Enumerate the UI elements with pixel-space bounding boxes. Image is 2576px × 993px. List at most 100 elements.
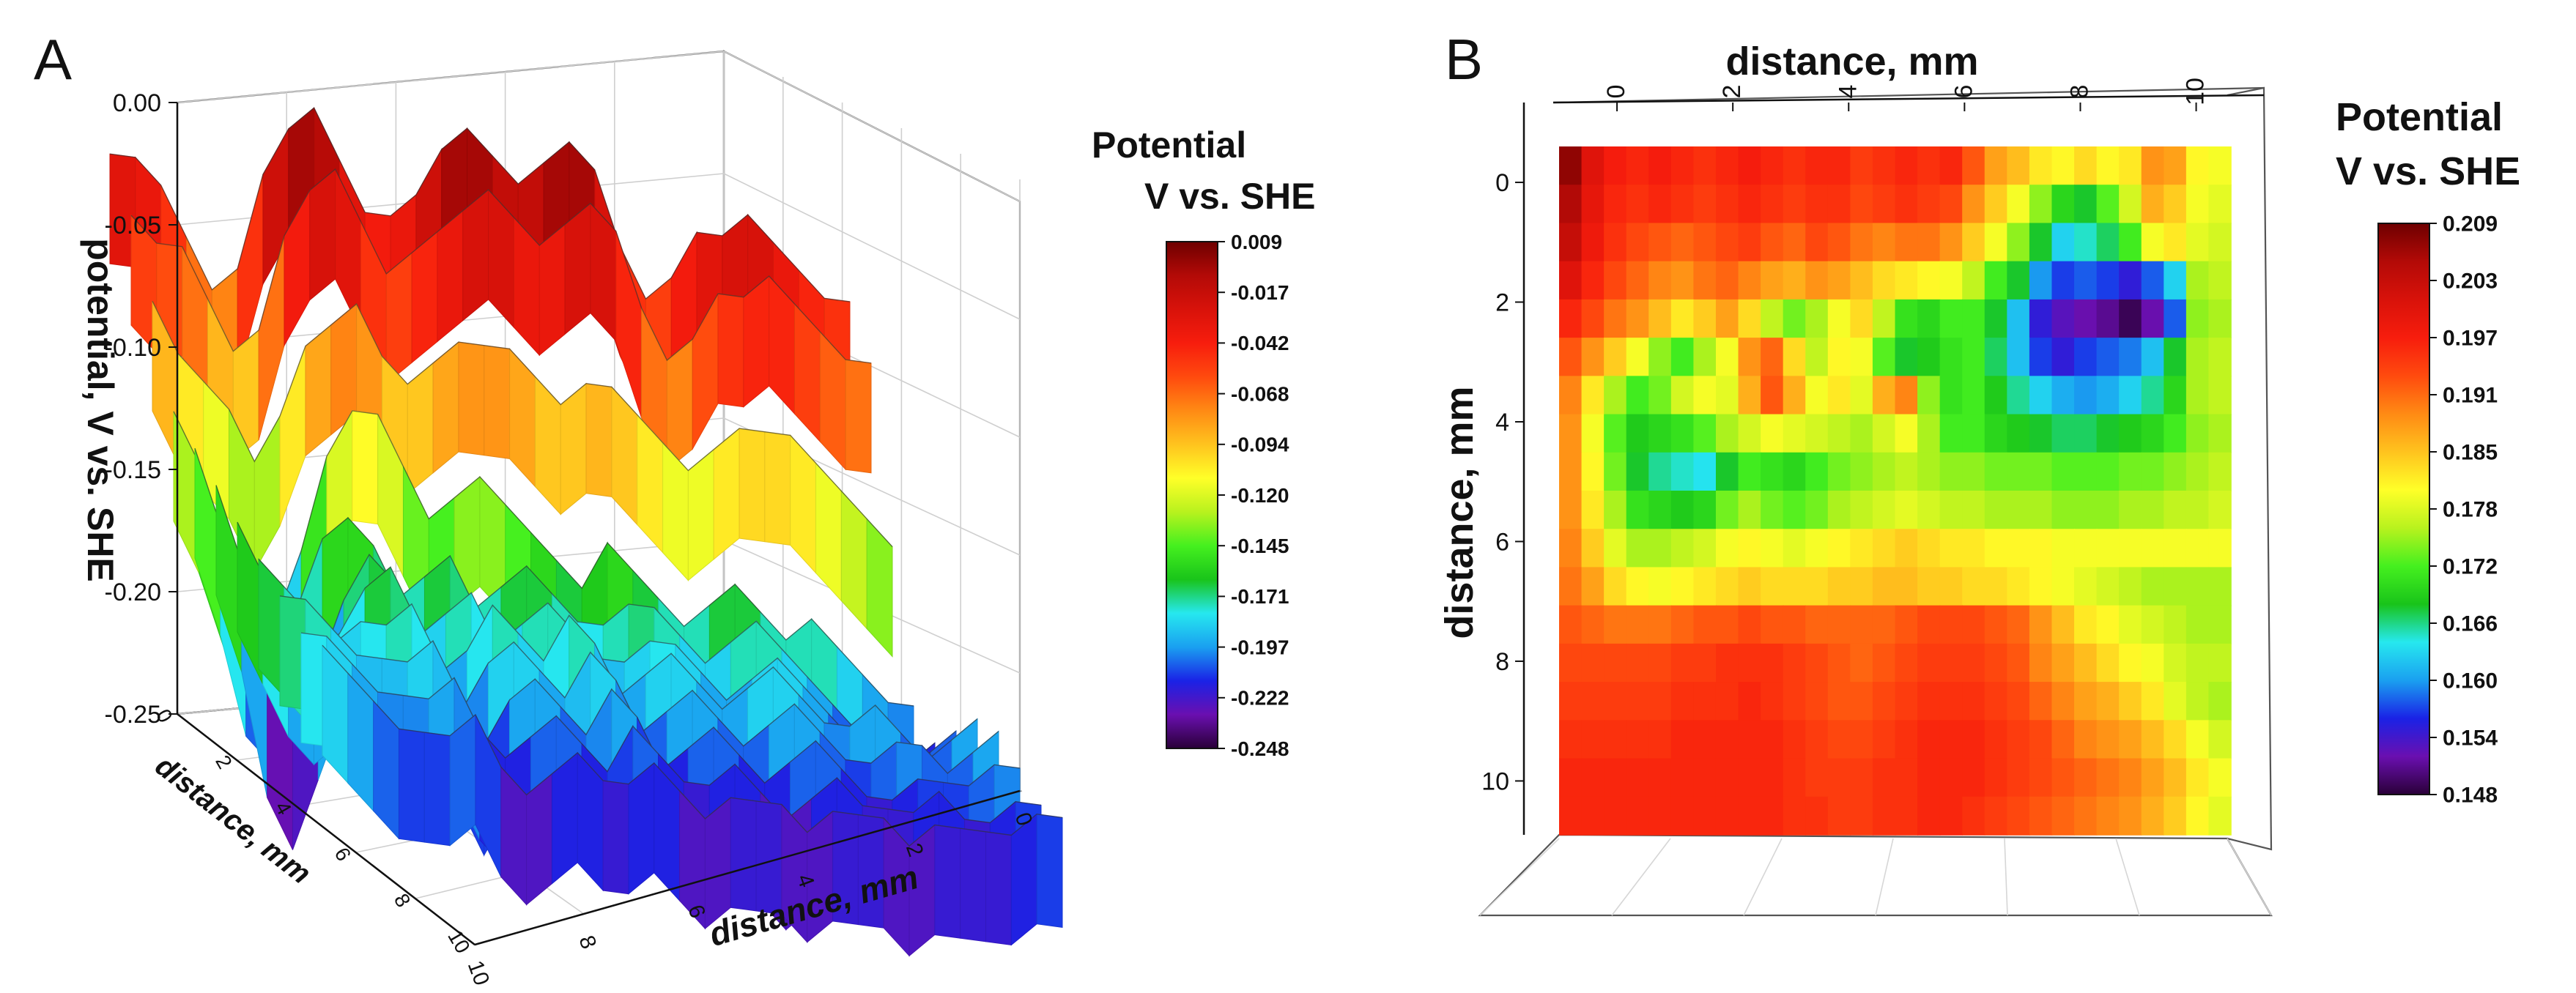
panel-b-heatmap-cell <box>1917 261 1941 300</box>
panel-b-heatmap-cell <box>1917 299 1941 338</box>
panel-b-heatmap-cell <box>1693 758 1717 797</box>
panel-b-heatmap-cell <box>1761 299 1784 338</box>
colorbar-tick-label: 0.009 <box>1231 231 1282 253</box>
panel-b-heatmap-cell <box>2208 185 2232 224</box>
panel-b-heatmap-cell <box>1895 491 1918 530</box>
panel-b-heatmap-cell <box>1939 146 1963 186</box>
panel-b-y-tick-label: 0 <box>1495 169 1509 197</box>
panel-b-heatmap-cell <box>1917 491 1941 530</box>
panel-b-heatmap-cell <box>1738 529 1761 568</box>
panel-b-heatmap-cell <box>1895 758 1918 797</box>
panel-b-heatmap-cell <box>2074 643 2098 683</box>
panel-b-heatmap-cell <box>1850 223 1873 262</box>
panel-b-heatmap-cell <box>1715 758 1739 797</box>
panel-a-surface-patch <box>611 386 638 526</box>
panel-b-heatmap-cell <box>1626 720 1650 759</box>
panel-b-heatmap-cell <box>2164 452 2187 491</box>
panel-a-surface-patch <box>934 824 961 939</box>
panel-b-heatmap-cell <box>1604 452 1627 491</box>
panel-b-heatmap-cell <box>1962 682 1985 721</box>
panel-b-heatmap-cell <box>1872 185 1896 224</box>
panel-b-heatmap-cell <box>1962 567 1985 606</box>
panel-b-heatmap-cell <box>1738 261 1761 300</box>
panel-b-heatmap-cell <box>2185 529 2210 568</box>
panel-b-heatmap-cell <box>2007 452 2030 491</box>
panel-b-heatmap-cell <box>2119 720 2142 759</box>
panel-b-heatmap-cell <box>1962 529 1985 568</box>
panel-b-heatmap-cell <box>1783 720 1807 759</box>
panel-b-heatmap-cell <box>1626 414 1650 453</box>
panel-b-heatmap-cell <box>1626 261 1650 300</box>
panel-b-heatmap-cell <box>2119 261 2142 300</box>
panel-b-heatmap-cell <box>1604 185 1627 224</box>
panel-b-y-tick-label: 4 <box>1495 409 1509 436</box>
panel-a-z-tick-label: -0.20 <box>105 579 162 606</box>
panel-b-heatmap-cell <box>1715 338 1739 377</box>
panel-b-heatmap-cell <box>1783 261 1807 300</box>
panel-b-heatmap-cell <box>1850 682 1873 721</box>
panel-b-heatmap-cell <box>1939 567 1963 606</box>
panel-b-heatmap-cell <box>2119 682 2142 721</box>
panel-b-heatmap-cell <box>1895 796 1918 836</box>
panel-b-heatmap-cell <box>1939 643 1963 683</box>
panel-b-heatmap-cell <box>1604 605 1627 644</box>
panel-b-heatmap-cell <box>1604 223 1627 262</box>
panel-b-heatmap-cell <box>2119 796 2142 836</box>
panel-b-heatmap-cell <box>1648 223 1672 262</box>
panel-b-heatmap-cell <box>1648 185 1672 224</box>
colorbar-tick-label: 0.166 <box>2443 612 2498 636</box>
panel-a-surface-patch <box>1036 814 1063 928</box>
panel-b-frame-right <box>2227 86 2273 851</box>
panel-b-heatmap-cell <box>1581 452 1605 491</box>
panel-b-heatmap-cell <box>1581 643 1605 683</box>
panel-b-heatmap-cell <box>1895 185 1918 224</box>
panel-b-heatmap-cell <box>1962 261 1985 300</box>
panel-b-heatmap-cell <box>2029 414 2053 453</box>
panel-b-heatmap-cell <box>1670 376 1695 415</box>
panel-b-heatmap-cell <box>1670 146 1695 186</box>
panel-b-heatmap-cell <box>1805 529 1829 568</box>
panel-b-heatmap-cell <box>1805 414 1829 453</box>
panel-b-heatmap-cell <box>2074 185 2098 224</box>
panel-a-surface-patch <box>564 202 591 335</box>
panel-b-heatmap-cell <box>2096 682 2120 721</box>
panel-b-heatmap-cell <box>1962 338 1985 377</box>
panel-b-heatmap-cell <box>1872 567 1896 606</box>
panel-b-heatmap-cell <box>2074 299 2098 338</box>
panel-a-surface-patch <box>449 713 476 847</box>
panel-b-heatmap-cell <box>1939 605 1963 644</box>
panel-b-heatmap-cell <box>1761 261 1784 300</box>
panel-b-heatmap-cell <box>2074 605 2098 644</box>
panel-b-heatmap-cell <box>1805 338 1829 377</box>
panel-b-heatmap-cell <box>2208 299 2232 338</box>
panel-b-heatmap-cell <box>1805 299 1829 338</box>
panel-b-heatmap-cell <box>1761 758 1784 797</box>
panel-b-heatmap-cell <box>2164 185 2187 224</box>
panel-a-surface-patch <box>551 751 578 885</box>
panel-b-heatmap-cell <box>2096 529 2120 568</box>
panel-b-heatmap-cell <box>1872 223 1896 262</box>
panel-b-colorbar-title-1: Potential <box>2336 95 2503 139</box>
panel-b-heatmap-cell <box>1872 146 1896 186</box>
panel-b-heatmap-cell <box>2164 299 2187 338</box>
panel-b-heatmap-cell <box>1738 452 1761 491</box>
panel-b-heatmap-cell <box>1939 223 1963 262</box>
panel-b-heatmap-cell <box>2096 452 2120 491</box>
panel-b-heatmap-cell <box>2119 185 2142 224</box>
panel-b-y-tick-label: 2 <box>1495 289 1509 317</box>
panel-b-heatmap-cell <box>1604 376 1627 415</box>
panel-b-heatmap-cell <box>1827 605 1851 644</box>
panel-b-heatmap-cell <box>1827 529 1851 568</box>
panel-b-heatmap-cell <box>1604 146 1627 186</box>
panel-b-heatmap-cell <box>1827 567 1851 606</box>
panel-b-heatmap-cell <box>1626 146 1650 186</box>
panel-b-heatmap-cell <box>1872 261 1896 300</box>
panel-b-heatmap-cell <box>1761 491 1784 530</box>
panel-b-heatmap-cell <box>2208 796 2232 836</box>
panel-b-heatmap-cell <box>1827 414 1851 453</box>
panel-b-heatmap-cell <box>1581 146 1605 186</box>
panel-b-heatmap-cell <box>1693 185 1717 224</box>
panel-b-heatmap-cell <box>2164 338 2187 377</box>
panel-b-heatmap-cell <box>2029 146 2053 186</box>
panel-b-heatmap-cell <box>2185 720 2210 759</box>
